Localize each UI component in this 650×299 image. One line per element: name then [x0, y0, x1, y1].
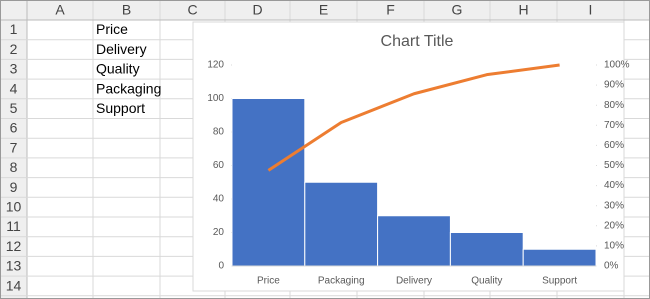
column-header: A: [55, 2, 65, 18]
cumulative-line: [267, 63, 560, 172]
cell: Delivery: [96, 41, 147, 57]
bar: [522, 248, 597, 267]
column-header: B: [122, 2, 131, 18]
y2-tick-label: 20%: [604, 220, 624, 231]
y2-tick-label: 70%: [604, 120, 624, 131]
column-header: D: [252, 2, 262, 18]
bar: [377, 215, 451, 267]
y-tick-label: 100: [207, 93, 224, 104]
row-header: 8: [10, 159, 18, 175]
row-header: 13: [6, 258, 22, 274]
y2-tick-label: 40%: [604, 180, 624, 191]
row-header-bar: [0, 0, 27, 299]
y2-tick-label: 50%: [604, 160, 624, 171]
y2-tick-label: 10%: [604, 241, 624, 252]
row-header: 3: [10, 61, 18, 77]
y2-tick-label: 90%: [604, 80, 624, 91]
cell: Packaging: [96, 80, 161, 96]
x-tick-label: Quality: [471, 276, 502, 287]
y2-tick-label: 100%: [604, 60, 630, 71]
row-header: 5: [10, 100, 18, 116]
x-tick-label: Price: [257, 276, 280, 287]
column-header: E: [319, 2, 328, 18]
row-header: 4: [10, 80, 18, 96]
column-header-bar: [0, 0, 650, 20]
row-header: 2: [10, 41, 18, 57]
cell: Support: [96, 100, 145, 116]
cell: Quality: [96, 61, 140, 77]
x-tick-label: Delivery: [396, 276, 432, 287]
y2-tick-label: 80%: [604, 100, 624, 111]
row-header: 12: [6, 238, 22, 254]
row-header: 14: [6, 277, 22, 293]
row-header: 7: [10, 139, 18, 155]
y2-tick-label: 0%: [604, 261, 619, 272]
row-header: 6: [10, 120, 18, 136]
y-tick-label: 40: [213, 194, 225, 205]
row-header: 10: [6, 199, 22, 215]
chart-title: Chart Title: [381, 33, 454, 50]
column-header: G: [452, 2, 463, 18]
y-tick-label: 120: [207, 60, 224, 71]
bar: [304, 181, 379, 267]
y-tick-label: 20: [213, 227, 225, 238]
column-header: I: [589, 2, 593, 18]
row-header: 1: [10, 21, 18, 37]
cell: Price: [96, 21, 128, 37]
y-tick-label: 0: [218, 261, 224, 272]
y2-tick-label: 30%: [604, 200, 624, 211]
y2-tick-label: 60%: [604, 140, 624, 151]
bar: [449, 232, 524, 267]
column-header: C: [187, 2, 197, 18]
y-tick-label: 80: [213, 127, 225, 138]
column-header: H: [518, 2, 528, 18]
x-tick-label: Packaging: [318, 276, 365, 287]
row-header: 11: [6, 218, 21, 234]
x-tick-label: Support: [542, 276, 577, 287]
y-tick-label: 60: [213, 160, 225, 171]
bar: [231, 98, 306, 267]
row-header: 9: [10, 179, 18, 195]
column-header: F: [386, 2, 395, 18]
